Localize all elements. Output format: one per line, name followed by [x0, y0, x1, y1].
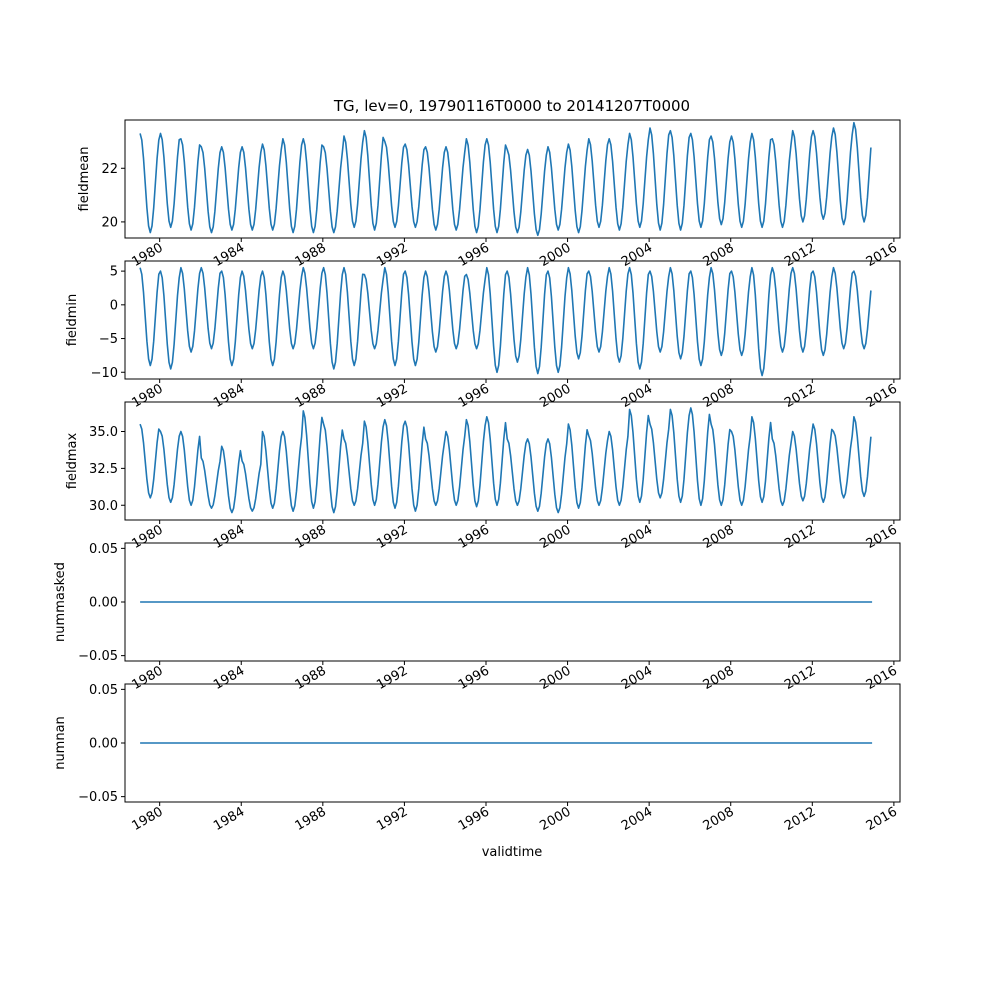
y-tick-label: −5	[99, 332, 118, 347]
y-axis-label: fieldmin	[65, 294, 80, 347]
subplot-fieldmean: 20 22 fieldmean 1980 1984 1988 1992 1996 2000 200…	[77, 119, 901, 270]
x-tick-label: 2008	[701, 804, 737, 834]
x-tick-label: 1996	[456, 522, 492, 552]
x-tick-label: 2004	[619, 522, 655, 552]
x-tick-label: 1988	[293, 663, 329, 693]
x-tick-label: 1988	[293, 804, 329, 834]
x-tick-label: 2000	[537, 381, 573, 411]
x-tick-label: 2000	[537, 663, 573, 693]
x-tick-label: 2000	[537, 522, 573, 552]
axes-frame	[124, 401, 901, 521]
x-tick-label: 1980	[130, 522, 166, 552]
y-tick-label: 32.5	[89, 462, 118, 477]
y-tick-label: 0.05	[89, 542, 118, 557]
x-tick-label: 1988	[293, 522, 329, 552]
x-tick-label: 2016	[864, 240, 900, 270]
x-tick-label: 1996	[456, 240, 492, 270]
subplot-nummasked: −0.05 0.00 0.05 nummasked 1980 1984 1988 1992 19…	[53, 542, 901, 693]
x-tick-label: 1992	[374, 663, 410, 693]
axes-frame	[124, 260, 901, 380]
x-tick-label: 2012	[782, 522, 818, 552]
y-axis-label: fieldmean	[77, 147, 92, 212]
x-tick-label: 2004	[619, 804, 655, 834]
y-tick-label: 5	[110, 265, 118, 280]
x-tick-label: 2016	[864, 522, 900, 552]
series-line-fieldmean	[139, 121, 872, 237]
y-tick-label: −10	[91, 366, 118, 381]
x-tick-label: 1988	[293, 240, 329, 270]
subplots: 20 22 fieldmean 1980 1984 1988 1992 1996 2000 200…	[53, 119, 901, 834]
x-tick-label: 1984	[211, 804, 247, 834]
y-tick-label: 0.00	[89, 596, 118, 611]
x-tick-label: 2012	[782, 381, 818, 411]
x-tick-label: 1992	[374, 522, 410, 552]
figure-title: TG, lev=0, 19790116T0000 to 20141207T000…	[333, 97, 690, 115]
x-tick-label: 1980	[130, 240, 166, 270]
y-tick-label: −0.05	[78, 649, 118, 664]
x-tick-label: 1984	[211, 522, 247, 552]
x-tick-label: 2016	[864, 804, 900, 834]
x-tick-label: 1992	[374, 804, 410, 834]
subplot-numnan: −0.05 0.00 0.05 numnan 1980 1984 1988 1992 1996 2…	[53, 683, 901, 834]
series-line-fieldmax	[139, 407, 872, 514]
x-tick-label: 2012	[782, 240, 818, 270]
x-tick-label: 1996	[456, 663, 492, 693]
x-tick-label: 2012	[782, 663, 818, 693]
x-tick-label: 2000	[537, 240, 573, 270]
x-tick-label: 2012	[782, 804, 818, 834]
subplot-fieldmax: 30.0 32.5 35.0 fieldmax 1980 1984 1988 1992 1996…	[65, 401, 901, 552]
x-tick-label: 2016	[864, 663, 900, 693]
x-tick-label: 1984	[211, 240, 247, 270]
x-tick-label: 1996	[456, 381, 492, 411]
x-tick-label: 1992	[374, 240, 410, 270]
x-tick-label: 1984	[211, 381, 247, 411]
x-axis-label: validtime	[482, 845, 543, 860]
x-tick-label: 2004	[619, 240, 655, 270]
x-tick-label: 2008	[701, 522, 737, 552]
x-tick-label: 1988	[293, 381, 329, 411]
x-tick-label: 2004	[619, 381, 655, 411]
x-tick-label: 1980	[130, 804, 166, 834]
y-tick-label: −0.05	[78, 790, 118, 805]
x-tick-label: 1980	[130, 381, 166, 411]
y-axis-label: nummasked	[53, 562, 68, 642]
x-tick-label: 2000	[537, 804, 573, 834]
x-tick-label: 1980	[130, 663, 166, 693]
y-tick-label: 0.00	[89, 737, 118, 752]
x-tick-label: 1984	[211, 663, 247, 693]
x-tick-label: 1996	[456, 804, 492, 834]
y-tick-label: 30.0	[89, 499, 118, 514]
y-tick-label: 0.05	[89, 683, 118, 698]
x-tick-label: 2008	[701, 381, 737, 411]
x-tick-label: 2004	[619, 663, 655, 693]
y-tick-label: 35.0	[89, 425, 118, 440]
x-tick-label: 2008	[701, 663, 737, 693]
y-axis-label: numnan	[53, 716, 68, 770]
x-tick-label: 2008	[701, 240, 737, 270]
x-tick-label: 1992	[374, 381, 410, 411]
y-tick-label: 20	[101, 215, 118, 230]
series-line-fieldmin	[139, 266, 872, 377]
y-axis-label: fieldmax	[65, 433, 80, 490]
x-tick-label: 2016	[864, 381, 900, 411]
y-tick-label: 22	[101, 162, 118, 177]
axes-frame	[124, 119, 901, 239]
subplot-fieldmin: −10 −5 0 5 fieldmin 1980 1984 1988 1992 1996 2000 2…	[65, 260, 901, 411]
y-tick-label: 0	[110, 298, 118, 313]
